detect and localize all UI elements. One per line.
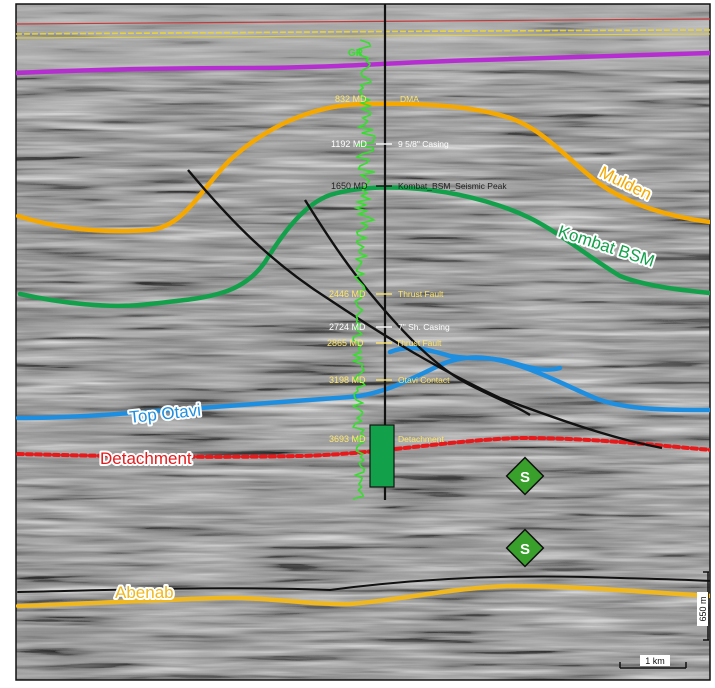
md-pick-note: Thrust Fault xyxy=(398,289,444,299)
md-pick-depth: 2865 MD xyxy=(327,338,364,348)
md-pick-note: Detachment xyxy=(398,434,444,444)
diamond-icon xyxy=(505,456,545,496)
md-pick-note: DMA xyxy=(400,94,419,104)
seismic-background xyxy=(16,4,710,680)
md-pick: 2865 MD Thrust Fault xyxy=(327,338,442,348)
md-pick: 3693 MD Detachment xyxy=(329,434,444,444)
horizons xyxy=(16,50,710,609)
sample-marker-symbol: S xyxy=(520,469,530,486)
abenab-horizon xyxy=(16,583,710,609)
md-pick-depth: 1650 MD xyxy=(331,181,368,191)
scale-label-bg xyxy=(697,592,708,626)
md-pick-depth: 3693 MD xyxy=(329,434,366,444)
gr-log-label: GR xyxy=(348,48,364,59)
thrust-fault-1 xyxy=(187,169,663,450)
sample-marker: S xyxy=(505,456,545,496)
horizontal-scale-bar: 1 km xyxy=(619,655,687,669)
md-pick: 2724 MD 7" Sh. Casing xyxy=(329,322,450,332)
sample-markers: S S xyxy=(505,456,545,568)
md-pick-note: 7" Sh. Casing xyxy=(398,322,450,332)
section-frame xyxy=(15,3,711,681)
diamond-icon xyxy=(505,528,545,568)
md-pick-note: 9 5/8" Casing xyxy=(398,139,449,149)
black-reflector xyxy=(17,575,710,593)
completion-interval-box xyxy=(369,424,395,488)
purple-horizon xyxy=(16,50,710,76)
md-pick: 832 MD DMA xyxy=(335,94,419,104)
thrust-fault-2 xyxy=(303,199,531,416)
gamma-ray-log-curve xyxy=(351,39,376,500)
kombat-bsm-horizon xyxy=(17,185,710,309)
well: GR xyxy=(348,4,395,500)
thrust-faults xyxy=(187,169,663,450)
abenab-label: Abenab xyxy=(115,583,174,602)
md-pick-note: Thrust Fault xyxy=(396,338,442,348)
md-picks: 832 MD DMA 1192 MD 9 5/8" Casing 1650 MD… xyxy=(327,94,507,444)
vertical-scale-bar: 650 m xyxy=(697,571,709,641)
sample-marker-symbol: S xyxy=(520,541,530,558)
vertical-scale-label: 650 m xyxy=(698,596,708,621)
top-otavi-horizon xyxy=(16,355,710,421)
md-pick-depth: 1192 MD xyxy=(331,139,367,149)
md-pick-depth: 3198 MD xyxy=(329,375,366,385)
md-pick-depth: 2724 MD xyxy=(329,322,366,332)
md-pick-note: Kombat_BSM_Seismic Peak xyxy=(398,181,507,191)
md-pick: 1192 MD 9 5/8" Casing xyxy=(331,139,449,149)
horizontal-scale-label: 1 km xyxy=(645,656,665,666)
md-pick-depth: 2446 MD xyxy=(329,289,366,299)
md-pick: 3198 MD Otavi Contact xyxy=(329,375,450,385)
mulden-horizon xyxy=(16,101,710,234)
yellow-reference-line-lower xyxy=(16,33,710,39)
md-pick: 2446 MD Thrust Fault xyxy=(329,289,444,299)
detachment-label: Detachment xyxy=(100,449,192,468)
md-pick: 1650 MD Kombat_BSM_Seismic Peak xyxy=(331,181,507,191)
md-pick-note: Otavi Contact xyxy=(398,375,450,385)
md-pick-depth: 832 MD xyxy=(335,94,367,104)
sample-marker: S xyxy=(505,528,545,568)
scale-label-bg xyxy=(640,655,670,666)
yellow-reference-line xyxy=(16,29,710,35)
